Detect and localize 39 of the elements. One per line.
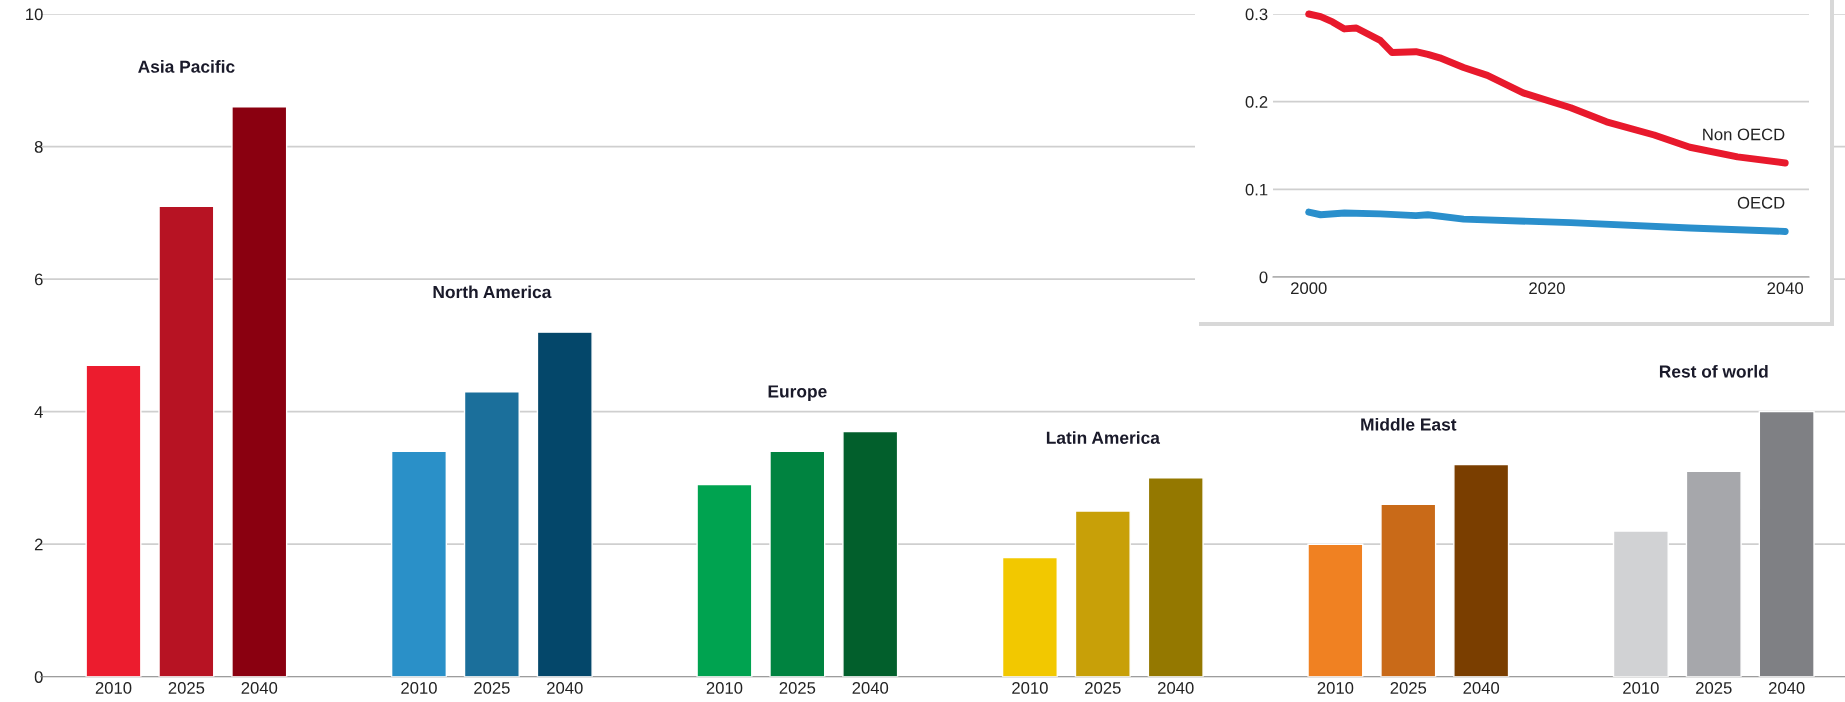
y-tick-label: 0.1 <box>1245 183 1268 196</box>
y-tick-label: 8 <box>34 140 43 153</box>
x-tick-label: 2010 <box>95 682 132 694</box>
annotation: Asia Pacific <box>138 60 235 73</box>
series-label: OECD <box>1737 196 1785 209</box>
y-tick-label: 10 <box>26 8 43 21</box>
x-tick-label: 2025 <box>474 682 510 694</box>
annotation: North America <box>433 285 552 299</box>
series-label: Non OECD <box>1703 128 1785 141</box>
x-tick-label: 2025 <box>1390 682 1427 694</box>
x-tick-label: 2010 <box>401 682 437 694</box>
x-tick-label: 2040 <box>1463 682 1500 694</box>
x-tick-label: 2020 <box>1529 282 1565 295</box>
y-tick-label: 0 <box>1259 271 1268 284</box>
x-tick-label: 2040 <box>241 682 278 694</box>
x-tick-label: 2025 <box>1696 682 1732 694</box>
x-tick-label: 2010 <box>1317 682 1354 694</box>
x-tick-label: 2040 <box>1158 682 1194 694</box>
annotation: Europe <box>768 385 827 401</box>
x-tick-label: 2040 <box>547 682 583 694</box>
annotation: Middle East <box>1361 417 1457 431</box>
y-tick-label: 4 <box>34 406 43 418</box>
x-tick-label: 2010 <box>1012 682 1048 694</box>
y-tick-label: 6 <box>34 273 43 286</box>
y-tick-label: 2 <box>34 538 43 551</box>
y-tick-label: 0 <box>34 671 43 683</box>
annotation: Rest of world <box>1659 364 1768 378</box>
y-tick-label: 0.2 <box>1245 96 1268 108</box>
x-tick-label: 2025 <box>168 682 205 694</box>
x-tick-label: 2010 <box>1623 682 1659 694</box>
annotation: Latin America <box>1046 431 1161 444</box>
x-tick-label: 2040 <box>1768 682 1805 694</box>
x-tick-label: 2010 <box>706 682 743 694</box>
x-tick-label: 2025 <box>1085 682 1121 694</box>
x-tick-label: 2000 <box>1291 282 1327 295</box>
x-tick-label: 2040 <box>852 682 889 694</box>
x-tick-label: 2025 <box>779 682 816 694</box>
x-tick-label: 2040 <box>1767 282 1804 295</box>
y-tick-label: 0.3 <box>1245 8 1268 21</box>
